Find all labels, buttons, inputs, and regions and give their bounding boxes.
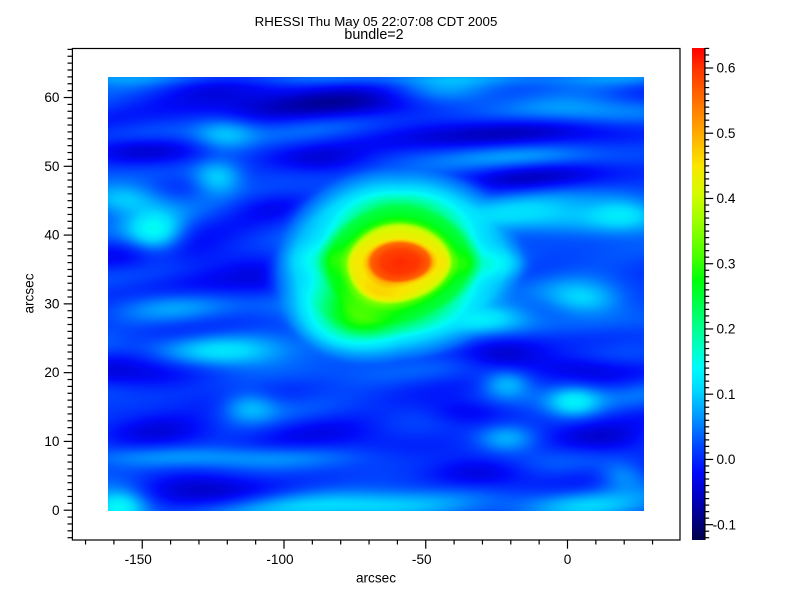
svg-text:bundle=2: bundle=2: [344, 27, 403, 43]
svg-text:0: 0: [564, 552, 572, 567]
svg-text:60: 60: [44, 90, 60, 105]
svg-text:arcsec: arcsec: [22, 273, 37, 313]
svg-text:-100: -100: [266, 552, 294, 567]
svg-text:-50: -50: [412, 552, 432, 567]
svg-text:-150: -150: [125, 552, 153, 567]
svg-text:30: 30: [44, 296, 60, 311]
svg-text:50: 50: [44, 159, 60, 174]
svg-text:0.5: 0.5: [717, 126, 736, 141]
svg-text:20: 20: [44, 365, 60, 380]
svg-text:0.6: 0.6: [717, 61, 736, 76]
svg-text:0.4: 0.4: [717, 191, 736, 206]
svg-text:0.1: 0.1: [717, 387, 736, 402]
svg-text:0: 0: [52, 503, 60, 518]
svg-text:40: 40: [44, 228, 60, 243]
svg-text:RHESSI Thu May 05 22:07:08 CDT: RHESSI Thu May 05 22:07:08 CDT 2005: [255, 14, 498, 29]
svg-text:-0.1: -0.1: [713, 517, 736, 532]
svg-text:0.3: 0.3: [717, 256, 736, 271]
svg-text:0.2: 0.2: [717, 322, 736, 337]
svg-text:0.0: 0.0: [717, 452, 736, 467]
svg-text:10: 10: [44, 434, 60, 449]
svg-text:arcsec: arcsec: [356, 571, 396, 586]
